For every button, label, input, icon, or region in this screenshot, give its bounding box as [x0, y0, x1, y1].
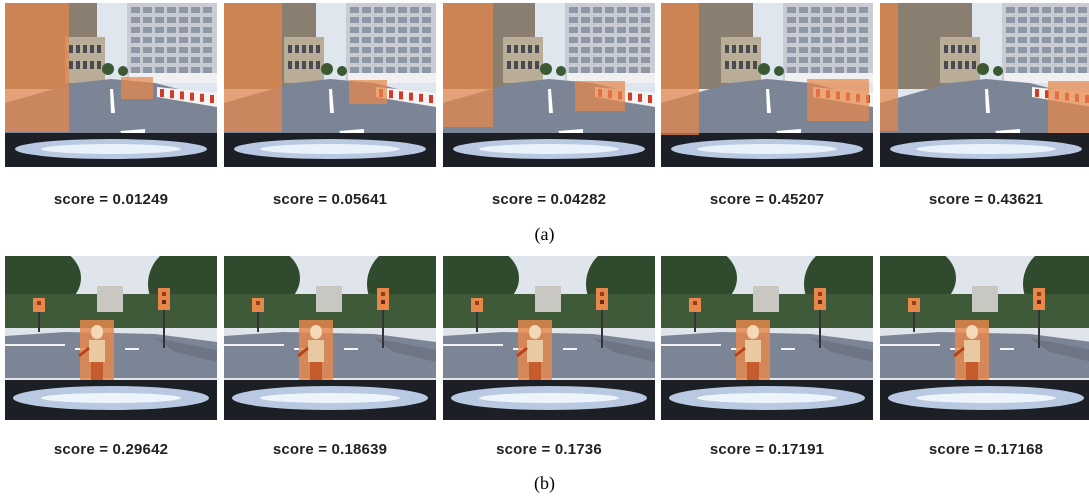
street-frame-a4: [661, 3, 873, 167]
score-label-b1: score = 0.29642: [53, 441, 169, 458]
score-label-b3: score = 0.1736: [496, 441, 602, 458]
score-label-a5: score = 0.43621: [928, 191, 1044, 208]
score-label-b4: score = 0.17191: [709, 441, 825, 458]
street-frame-a5: [880, 3, 1089, 167]
score-label-a1: score = 0.01249: [53, 191, 169, 208]
junction-frame-b1: [5, 256, 217, 420]
junction-frame-b5: [880, 256, 1089, 420]
street-frame-a3: [443, 3, 655, 167]
caption-a: (a): [534, 224, 555, 244]
junction-frame-b4: [661, 256, 873, 420]
junction-frame-b3: [443, 256, 655, 420]
street-frame-a1: [5, 3, 217, 167]
caption-b: (b): [534, 473, 555, 493]
junction-frame-b2: [224, 256, 436, 420]
score-label-b5: score = 0.17168: [928, 441, 1044, 458]
score-label-a3: score = 0.04282: [491, 191, 607, 208]
street-frame-a2: [224, 3, 436, 167]
score-label-b2: score = 0.18639: [272, 441, 388, 458]
score-label-a2: score = 0.05641: [272, 191, 388, 208]
score-label-a4: score = 0.45207: [709, 191, 825, 208]
